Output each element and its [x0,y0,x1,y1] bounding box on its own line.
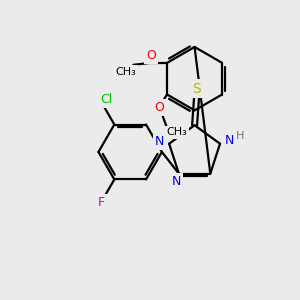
Text: N: N [172,175,182,188]
Text: Cl: Cl [100,93,112,106]
Text: S: S [192,82,201,96]
Text: O: O [146,50,156,62]
Text: N: N [154,135,164,148]
Text: CH₃: CH₃ [115,67,136,77]
Text: H: H [236,131,244,141]
Text: F: F [98,196,105,209]
Text: CH₃: CH₃ [167,127,188,137]
Text: N: N [225,134,235,147]
Text: O: O [154,101,164,114]
